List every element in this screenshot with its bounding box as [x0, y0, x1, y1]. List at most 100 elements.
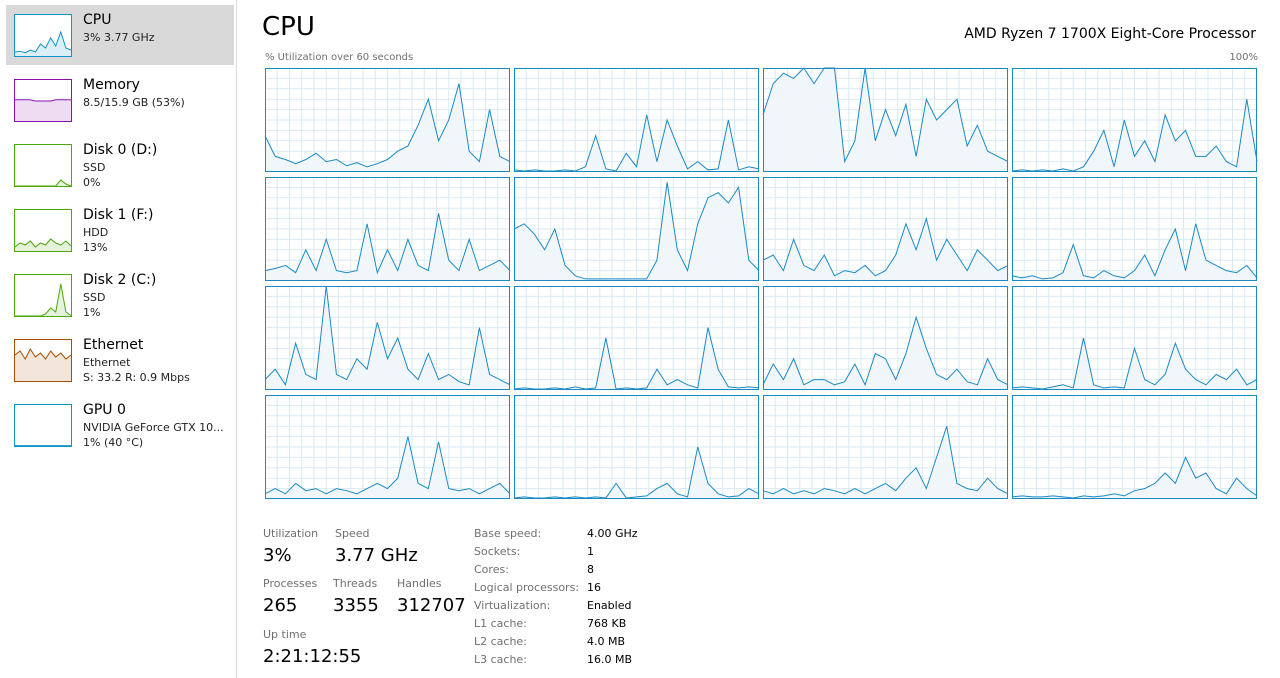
sidebar-thumbnail	[14, 404, 72, 447]
spec-label: Logical processors:	[474, 581, 580, 594]
core-area	[763, 218, 1008, 281]
core-area	[265, 286, 510, 390]
core-area	[265, 213, 510, 281]
spec-value: 16	[587, 581, 601, 594]
core-line	[1011, 223, 1258, 280]
stat-value: 265	[263, 595, 298, 616]
core-graph-border	[1012, 68, 1257, 172]
core-graphs	[264, 67, 1258, 499]
sidebar-detail: NVIDIA GeForce GTX 10...	[83, 421, 224, 434]
core-graph-border	[763, 177, 1008, 281]
core-area	[514, 114, 759, 172]
core-area	[265, 436, 510, 499]
core-graph-border	[1012, 286, 1257, 390]
core-graph-border	[763, 286, 1008, 390]
processor-name: AMD Ryzen 7 1700X Eight-Core Processor	[964, 26, 1256, 42]
core-area	[763, 68, 1008, 172]
sidebar-detail: Ethernet	[83, 356, 131, 369]
sidebar-item[interactable]: GPU 0 NVIDIA GeForce GTX 10... 1% (40 °C)	[6, 395, 234, 455]
thumb-line	[14, 30, 72, 54]
stat-label: Utilization	[263, 527, 319, 540]
core-area	[1012, 99, 1257, 172]
sidebar-detail: 3% 3.77 GHz	[83, 31, 155, 44]
sidebar-item[interactable]: Disk 0 (D:) SSD 0%	[6, 135, 234, 195]
sidebar-detail: 1% (40 °C)	[83, 436, 144, 449]
sidebar-detail: S: 33.2 R: 0.9 Mbps	[83, 371, 190, 384]
sidebar-thumbnail	[14, 144, 72, 187]
sidebar-name: Disk 0 (D:)	[83, 142, 158, 158]
core-graph-border	[514, 68, 759, 172]
core-area	[514, 327, 759, 390]
core-line	[1011, 456, 1258, 499]
stat-label: Speed	[335, 527, 370, 540]
sidebar-thumbnail	[14, 14, 72, 57]
thumb-line	[15, 179, 72, 187]
thumb-line	[15, 99, 71, 102]
sidebar-item[interactable]: CPU 3% 3.77 GHz	[6, 5, 234, 65]
spec-value: Enabled	[587, 599, 632, 612]
thumb-line	[15, 283, 72, 317]
sidebar-item[interactable]: Disk 1 (F:) HDD 13%	[6, 200, 234, 260]
stat-label: Handles	[397, 577, 442, 590]
thumb-area	[15, 239, 71, 251]
core-graph-border	[265, 68, 510, 172]
sidebar-thumbnail	[14, 79, 72, 122]
spec-value: 8	[587, 563, 594, 576]
core-area	[514, 447, 759, 499]
thumb-border	[14, 274, 72, 317]
core-graph-border	[763, 395, 1008, 499]
spec-value: 16.0 MB	[587, 653, 633, 666]
thumb-area	[15, 99, 71, 121]
core-graph-border	[514, 177, 759, 281]
core-graph-border	[1012, 395, 1257, 499]
core-graph-border	[763, 68, 1008, 172]
graph-label: % Utilization over 60 seconds	[265, 52, 414, 63]
spec-label: Sockets:	[474, 545, 521, 558]
spec-label: Base speed:	[474, 527, 542, 540]
sidebar-name: Disk 1 (F:)	[83, 207, 154, 223]
stat-label: Processes	[263, 577, 318, 590]
graph-max: 100%	[1229, 52, 1258, 63]
core-graph-border	[514, 395, 759, 499]
spec-label: L3 cache:	[474, 653, 527, 666]
sidebar-detail: SSD	[83, 291, 106, 304]
sidebar-detail: 0%	[83, 176, 101, 189]
sidebar-thumbnail	[14, 274, 72, 317]
core-line	[264, 83, 511, 168]
thumb-line	[14, 347, 72, 361]
core-line	[264, 213, 511, 275]
spec-label: L1 cache:	[474, 617, 527, 630]
stat-value: 2:21:12:55	[263, 646, 362, 667]
core-line	[513, 446, 760, 499]
sidebar-item[interactable]: Disk 2 (C:) SSD 1%	[6, 265, 234, 325]
core-line	[762, 216, 1009, 277]
core-area	[763, 317, 1008, 390]
spec-value: 768 KB	[587, 617, 627, 630]
core-area	[265, 83, 510, 172]
stat-label: Threads	[333, 577, 378, 590]
page-title: CPU	[262, 12, 315, 42]
thumb-line	[14, 238, 72, 248]
sidebar-item[interactable]: Ethernet Ethernet S: 33.2 R: 0.9 Mbps	[6, 330, 234, 390]
sidebar: CPU 3% 3.77 GHz Memory 8.5/15.9 GB (53%) Dis…	[0, 0, 237, 678]
sidebar-item[interactable]: Memory 8.5/15.9 GB (53%)	[6, 70, 234, 130]
sidebar-thumbnail	[14, 339, 72, 382]
core-line	[264, 285, 511, 387]
core-area	[514, 182, 759, 281]
core-graph-border	[265, 395, 510, 499]
spec-value: 4.00 GHz	[587, 527, 638, 540]
stat-value: 3355	[333, 595, 379, 616]
sidebar-name: Ethernet	[83, 337, 144, 353]
thumb-area	[15, 349, 71, 381]
core-line	[513, 327, 760, 390]
stat-value: 3%	[263, 545, 292, 566]
sidebar-name: CPU	[83, 12, 112, 28]
thumb-area	[15, 32, 71, 56]
sidebar-detail: HDD	[83, 226, 109, 239]
core-graph-border	[265, 177, 510, 281]
core-graph-border	[514, 286, 759, 390]
stat-label: Up time	[263, 628, 307, 641]
spec-value: 4.0 MB	[587, 635, 626, 648]
core-line	[1011, 337, 1258, 390]
